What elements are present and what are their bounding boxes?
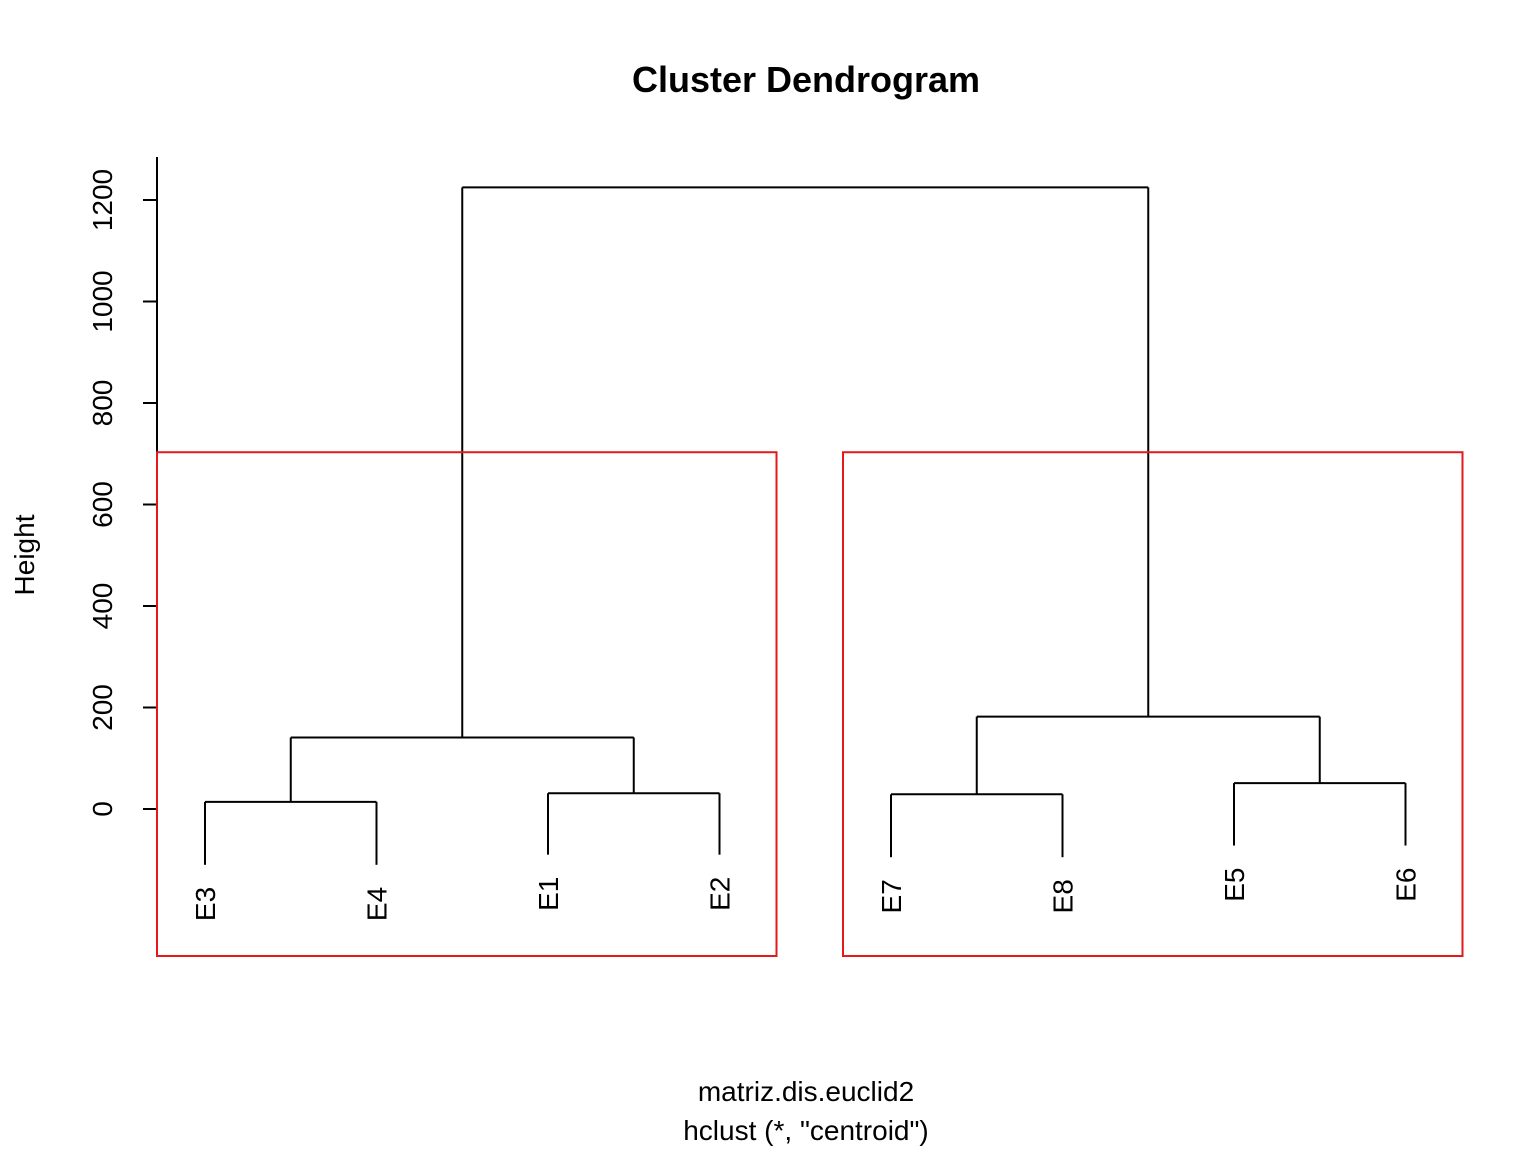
leaf-label-E1: E1 [533, 877, 564, 911]
y-tick-label-1000: 1000 [87, 270, 118, 332]
dendrogram-tree [204, 186, 1407, 865]
leaf-label-E3: E3 [190, 887, 221, 921]
merge-n2 [547, 792, 721, 855]
y-tick-label-200: 200 [87, 684, 118, 731]
merge-n1 [204, 800, 378, 865]
leaf-label-E7: E7 [876, 879, 907, 913]
leaf-label-E2: E2 [705, 877, 736, 911]
cluster-boxes [156, 451, 1464, 957]
y-tick-label-1200: 1200 [87, 169, 118, 231]
merge-n7 [461, 186, 1150, 738]
y-axis-label: Height [9, 514, 40, 595]
merge-n3 [890, 793, 1064, 858]
method-sublabel: hclust (*, "centroid") [683, 1115, 929, 1146]
cluster-box-1 [156, 451, 778, 957]
x-axis-label: matriz.dis.euclid2 [698, 1076, 914, 1107]
cluster-box-2 [842, 451, 1464, 957]
y-tick-label-400: 400 [87, 583, 118, 630]
chart-title: Cluster Dendrogram [632, 59, 980, 100]
leaf-labels: E3 E4 E1 E2 E7 E8 E5 E6 [190, 868, 1422, 922]
leaf-label-E6: E6 [1391, 868, 1422, 902]
merge-n5 [289, 736, 635, 802]
y-tick-label-600: 600 [87, 481, 118, 528]
y-axis: 0 200 400 600 800 1000 1200 [87, 157, 158, 817]
leaf-label-E8: E8 [1048, 879, 1079, 913]
merge-n4 [1233, 782, 1407, 846]
leaf-label-E5: E5 [1219, 868, 1250, 902]
y-tick-label-800: 800 [87, 380, 118, 427]
y-tick-label-0: 0 [87, 801, 118, 817]
leaf-label-E4: E4 [362, 887, 393, 921]
